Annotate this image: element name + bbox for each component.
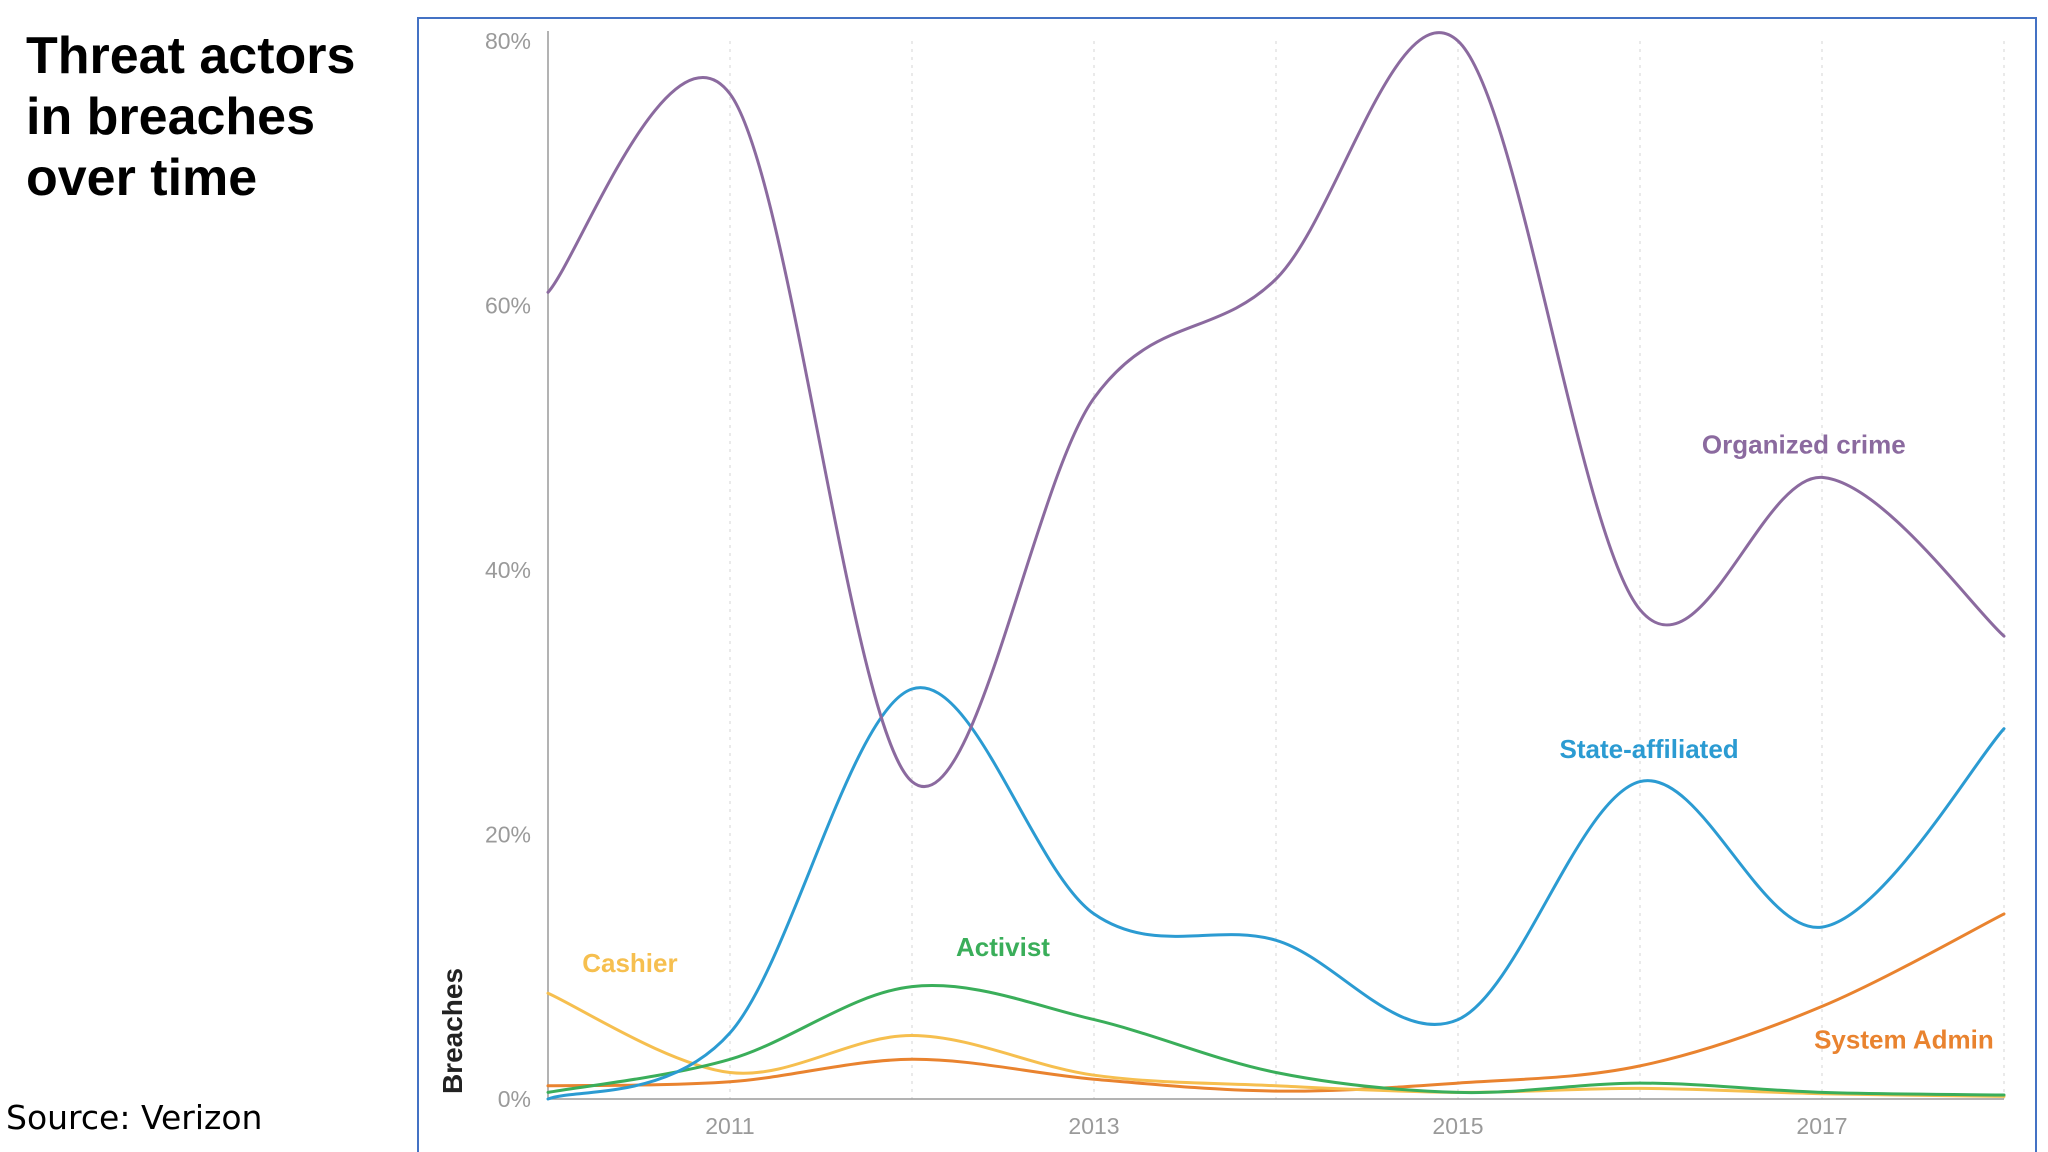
y-tick-label: 40% xyxy=(485,557,531,583)
x-tick-labels: 2011 2013 2015 2017 xyxy=(705,1113,1847,1139)
y-tick-labels: 0% 20% 40% 60% 80% xyxy=(485,28,531,1112)
series-line-activist xyxy=(546,984,2006,1097)
chart-frame xyxy=(417,17,2037,1152)
y-tick-label: 20% xyxy=(485,822,531,848)
y-axis-label: Breaches xyxy=(437,968,468,1094)
series-line-state-affiliated xyxy=(546,686,2006,1101)
x-tick-label: 2011 xyxy=(705,1113,754,1139)
axes xyxy=(547,31,2004,1100)
series-label-activist: Activist xyxy=(956,932,1050,962)
x-tick-label: 2013 xyxy=(1068,1113,1119,1139)
series-line-organized-crime xyxy=(546,31,2006,788)
source-note: Source: Verizon xyxy=(6,1098,263,1137)
series-label-system-admin: System Admin xyxy=(1814,1025,1994,1055)
x-tick-label: 2015 xyxy=(1432,1113,1483,1139)
y-tick-label: 60% xyxy=(485,293,531,319)
slide-title: Threat actors in breaches over time xyxy=(26,27,356,207)
grid-lines xyxy=(729,41,2005,1099)
series-lines xyxy=(546,31,2006,1101)
series-labels: Organized crime State-affiliated Activist C… xyxy=(582,430,1994,1055)
series-label-cashier: Cashier xyxy=(582,948,677,978)
series-line-system-admin xyxy=(546,912,2006,1093)
series-label-state-affiliated: State-affiliated xyxy=(1560,734,1739,764)
series-line-cashier xyxy=(546,991,2006,1098)
x-tick-label: 2017 xyxy=(1796,1113,1847,1139)
y-tick-label: 80% xyxy=(485,28,531,54)
y-tick-label: 0% xyxy=(498,1086,531,1112)
series-label-organized-crime: Organized crime xyxy=(1702,430,1906,460)
